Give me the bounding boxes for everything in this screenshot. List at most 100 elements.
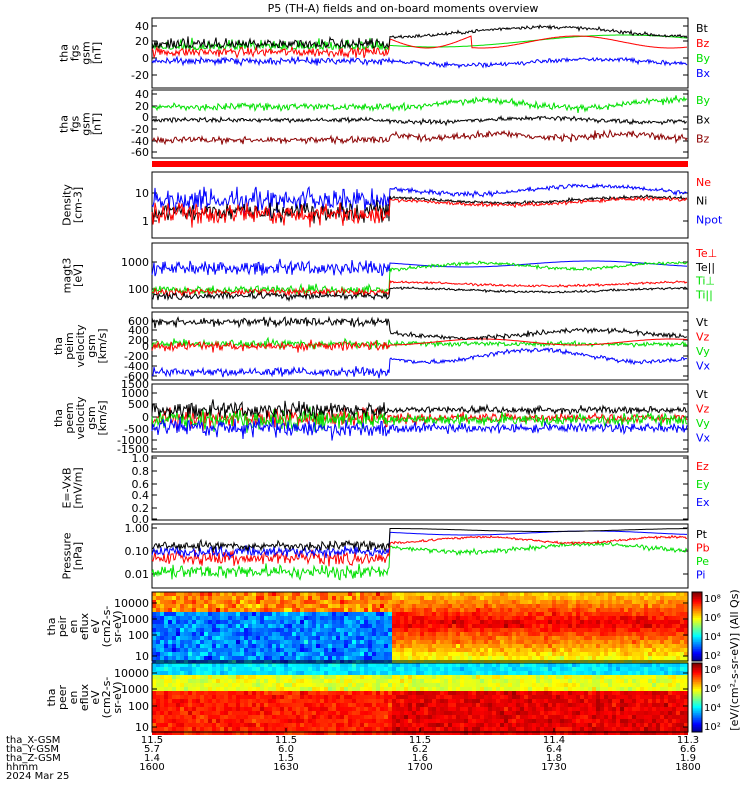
- peir-spectrogram-cell: [532, 648, 536, 652]
- peer-spectrogram-cell: [184, 695, 188, 699]
- peer-spectrogram-cell: [672, 711, 676, 715]
- peer-spectrogram-cell: [632, 695, 636, 699]
- peir-spectrogram-cell: [604, 616, 608, 620]
- peir-spectrogram-cell: [320, 644, 324, 648]
- peer-spectrogram-cell: [268, 727, 272, 731]
- peer-spectrogram-cell: [300, 711, 304, 715]
- peer-spectrogram-cell: [464, 719, 468, 723]
- peir-spectrogram-cell: [336, 648, 340, 652]
- peir-spectrogram-cell: [276, 640, 280, 644]
- peir-spectrogram-cell: [416, 624, 420, 628]
- peer-spectrogram-cell: [272, 715, 276, 719]
- peir-spectrogram-cell: [644, 596, 648, 600]
- peer-spectrogram-cell: [340, 671, 344, 675]
- peer-spectrogram-cell: [312, 719, 316, 723]
- peer-spectrogram-cell: [632, 679, 636, 683]
- peir-spectrogram-cell: [668, 652, 672, 656]
- peer-spectrogram-cell: [540, 723, 544, 727]
- peir-spectrogram-cell: [448, 656, 452, 660]
- peer-spectrogram-cell: [172, 703, 176, 707]
- peir-spectrogram-cell: [368, 620, 372, 624]
- peer-spectrogram-cell: [184, 671, 188, 675]
- peir-spectrogram-cell: [660, 620, 664, 624]
- peer-spectrogram-cell: [352, 699, 356, 703]
- peir-spectrogram-cell: [296, 640, 300, 644]
- peer-spectrogram-cell: [464, 711, 468, 715]
- peir-spectrogram-cell: [336, 644, 340, 648]
- peir-spectrogram-cell: [380, 612, 384, 616]
- peer-spectrogram-cell: [568, 719, 572, 723]
- peer-spectrogram-cell: [284, 707, 288, 711]
- peir-spectrogram-cell: [360, 656, 364, 660]
- peir-spectrogram-cell: [588, 612, 592, 616]
- peir-spectrogram-cell: [292, 608, 296, 612]
- peer-spectrogram-cell: [500, 695, 504, 699]
- peer-spectrogram-cell: [300, 671, 304, 675]
- peer-spectrogram-cell: [296, 667, 300, 671]
- peer-spectrogram-cell: [180, 675, 184, 679]
- peir-spectrogram-cell: [432, 612, 436, 616]
- peir-spectrogram-cell: [180, 628, 184, 632]
- peir-spectrogram-cell: [608, 604, 612, 608]
- peer-spectrogram-cell: [156, 691, 160, 695]
- peer-spectrogram-cell: [452, 691, 456, 695]
- peir-spectrogram-cell: [656, 652, 660, 656]
- peir-spectrogram-cell: [496, 612, 500, 616]
- peer-spectrogram-cell: [424, 687, 428, 691]
- peer-spectrogram-cell: [160, 671, 164, 675]
- peir-spectrogram-cell: [320, 592, 324, 596]
- peir-spectrogram-cell: [456, 660, 460, 664]
- peer-spectrogram-cell: [304, 679, 308, 683]
- peer-spectrogram-cell: [596, 731, 600, 735]
- peer-spectrogram-cell: [348, 691, 352, 695]
- peir-spectrogram-cell: [448, 596, 452, 600]
- peir-spectrogram-cell: [296, 596, 300, 600]
- peir-spectrogram-cell: [328, 660, 332, 664]
- peer-spectrogram-cell: [524, 667, 528, 671]
- peir-spectrogram-cell: [564, 616, 568, 620]
- peir-spectrogram-cell: [500, 648, 504, 652]
- peir-spectrogram-cell: [280, 628, 284, 632]
- peir-spectrogram-cell: [556, 616, 560, 620]
- peir-spectrogram-cell: [360, 608, 364, 612]
- peir-spectrogram-cell: [572, 592, 576, 596]
- peir-spectrogram-cell: [204, 656, 208, 660]
- peer-spectrogram-cell: [560, 731, 564, 735]
- peer-spectrogram-cell: [528, 679, 532, 683]
- peir-spectrogram-cell: [628, 600, 632, 604]
- peer-spectrogram-cell: [188, 723, 192, 727]
- peer-spectrogram-cell: [228, 731, 232, 735]
- peir-spectrogram-cell: [636, 632, 640, 636]
- efield-ytick-label: 0.6: [132, 478, 150, 491]
- peer-spectrogram-cell: [276, 727, 280, 731]
- peer-spectrogram-cell: [212, 715, 216, 719]
- peir-spectrogram-cell: [440, 600, 444, 604]
- peir-spectrogram-cell: [168, 648, 172, 652]
- peir-spectrogram-cell: [500, 616, 504, 620]
- panel-peim-velocity: 6004002000-200-400-600thapeimvelocitygsm…: [52, 311, 711, 383]
- peer-spectrogram-cell: [288, 703, 292, 707]
- peir-spectrogram-cell: [184, 652, 188, 656]
- peir-spectrogram-cell: [528, 636, 532, 640]
- peir-spectrogram-cell: [364, 632, 368, 636]
- peer-spectrogram-cell: [452, 711, 456, 715]
- peer-spectrogram-cell: [496, 679, 500, 683]
- peer-spectrogram-cell: [260, 727, 264, 731]
- peer-spectrogram-cell: [568, 691, 572, 695]
- peir-spectrogram-cell: [564, 640, 568, 644]
- pressure-legend-Pi: Pi: [696, 569, 705, 582]
- peer-spectrogram-cell: [232, 675, 236, 679]
- peir-spectrogram-cell: [492, 600, 496, 604]
- peer-spectrogram-cell: [556, 719, 560, 723]
- peir-spectrogram-cell: [608, 632, 612, 636]
- peir-spectrogram-cell: [596, 600, 600, 604]
- series-Ne: [151, 196, 688, 228]
- peir-spectrogram-cell: [544, 592, 548, 596]
- peir-spectrogram-cell: [180, 652, 184, 656]
- peer-spectrogram-cell: [492, 699, 496, 703]
- peir-spectrogram-cell: [416, 612, 420, 616]
- peer-spectrogram-cell: [164, 687, 168, 691]
- peir-spectrogram-cell: [636, 624, 640, 628]
- peer-spectrogram-cell: [352, 667, 356, 671]
- peir-spectrogram-cell: [276, 592, 280, 596]
